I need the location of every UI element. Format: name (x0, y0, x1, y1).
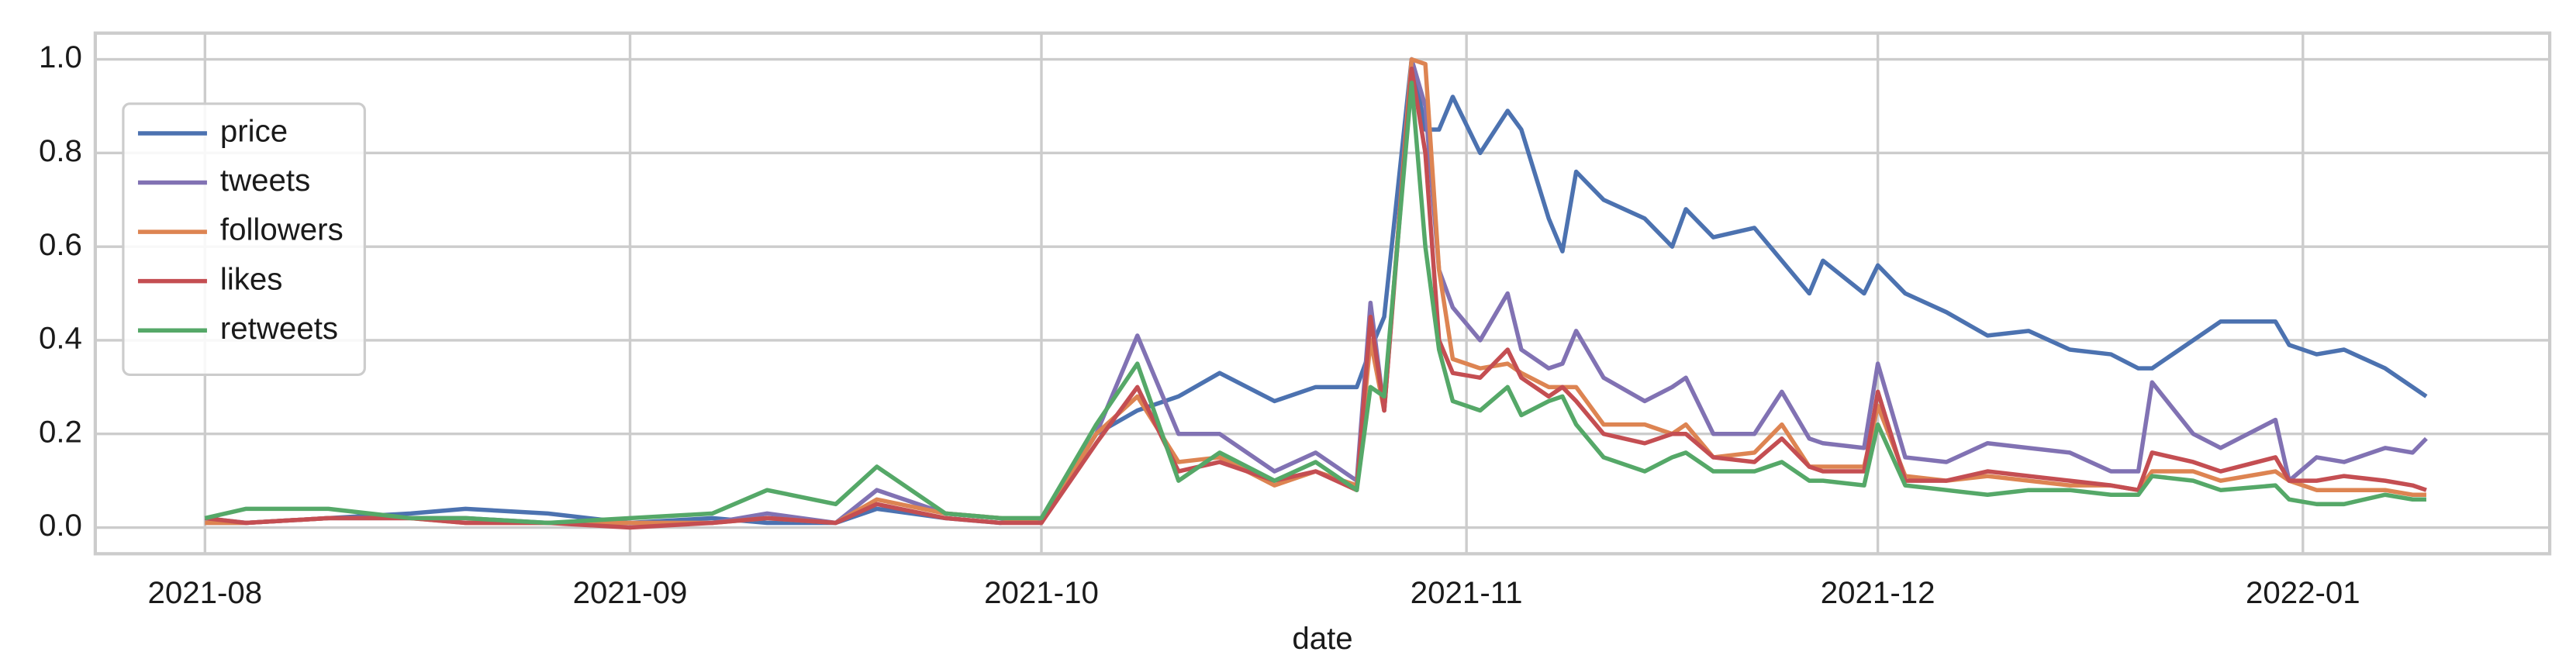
legend-box (122, 102, 366, 376)
legend-label: price (220, 114, 288, 149)
x-tick-label: 2021-08 (147, 575, 262, 610)
x-tick-label: 2021-11 (1411, 575, 1523, 610)
y-tick-label: 0.8 (39, 133, 82, 168)
legend-label: followers (220, 212, 344, 247)
x-tick-label: 2022-01 (2246, 575, 2360, 610)
legend-label: retweets (220, 311, 338, 346)
y-tick-label: 0.2 (39, 414, 82, 449)
y-tick-label: 0.6 (39, 227, 82, 262)
x-tick-label: 2021-09 (573, 575, 688, 610)
legend: price tweets followers likes retweets (122, 102, 366, 376)
y-tick-label: 0.0 (39, 508, 82, 543)
grid (95, 33, 2550, 554)
x-tick-label: 2021-10 (984, 575, 1099, 610)
y-tick-label: 0.4 (39, 321, 82, 356)
x-axis-label: date (1292, 621, 1352, 656)
legend-label: likes (220, 261, 283, 296)
y-tick-label: 1.0 (39, 40, 82, 74)
data-line (205, 66, 2427, 530)
data-line (205, 57, 2428, 526)
legend-label: tweets (220, 163, 310, 198)
data-line (204, 81, 2426, 526)
x-tick-label: 2021-12 (1821, 575, 1935, 610)
data-line (205, 57, 2428, 526)
